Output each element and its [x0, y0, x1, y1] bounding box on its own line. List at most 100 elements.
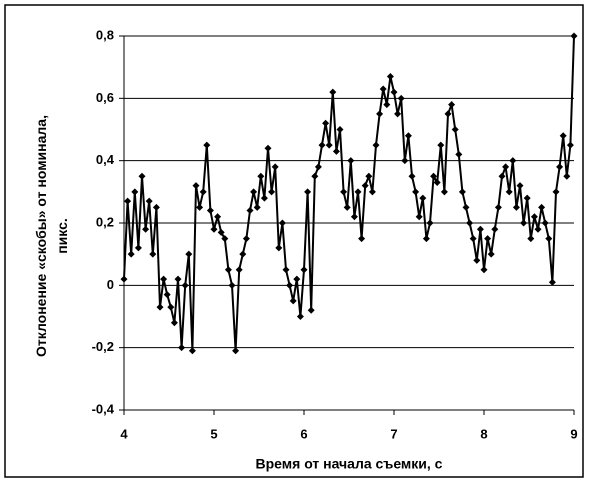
- data-point: [336, 126, 344, 133]
- y-axis-title: Отклонение «скобы» от номинала, пикс.: [33, 115, 70, 357]
- data-point: [530, 213, 538, 221]
- data-point: [358, 235, 366, 243]
- data-point: [293, 275, 301, 283]
- y-tick-label: 0,6: [96, 90, 114, 105]
- data-point: [250, 188, 258, 196]
- x-tick-label: 8: [480, 426, 487, 441]
- data-point: [138, 172, 146, 180]
- data-point: [192, 182, 200, 190]
- data-point: [134, 244, 142, 252]
- data-point: [332, 147, 340, 155]
- data-point: [224, 266, 232, 274]
- data-point: [242, 235, 250, 243]
- data-point: [286, 281, 294, 289]
- data-point: [390, 88, 398, 96]
- data-point: [232, 347, 240, 355]
- data-point: [156, 303, 164, 311]
- data-point: [476, 225, 484, 233]
- data-point: [124, 197, 132, 205]
- data-point: [394, 110, 402, 118]
- data-point: [300, 266, 308, 274]
- data-point: [304, 188, 312, 196]
- data-point: [271, 163, 279, 171]
- x-tick-label: 5: [210, 426, 217, 441]
- x-tick-label: 7: [390, 426, 397, 441]
- data-point: [347, 157, 355, 165]
- data-point: [228, 281, 236, 289]
- data-point: [170, 319, 178, 327]
- data-point: [545, 235, 553, 243]
- y-tick-label: 0,4: [96, 152, 115, 167]
- data-point: [354, 188, 362, 196]
- data-point: [120, 275, 128, 283]
- data-point: [235, 266, 243, 274]
- data-point: [556, 163, 564, 171]
- data-point: [264, 144, 272, 152]
- data-point: [559, 132, 567, 140]
- x-tick-label: 4: [120, 426, 128, 441]
- data-point: [246, 207, 254, 215]
- data-point: [278, 219, 286, 227]
- data-point: [498, 172, 506, 180]
- data-point: [253, 203, 261, 211]
- data-point: [188, 347, 196, 355]
- data-point: [221, 235, 229, 243]
- data-point: [185, 250, 193, 258]
- data-point: [217, 228, 225, 236]
- data-point: [408, 172, 416, 180]
- data-point: [325, 141, 333, 149]
- data-point: [257, 172, 265, 180]
- data-point: [314, 163, 322, 171]
- data-point: [458, 188, 466, 196]
- x-tick-label: 6: [300, 426, 307, 441]
- data-point: [206, 207, 214, 215]
- data-point: [340, 188, 348, 196]
- data-point: [541, 219, 549, 227]
- data-point: [520, 219, 528, 227]
- data-point: [181, 281, 189, 289]
- data-point: [516, 182, 524, 190]
- data-point: [566, 141, 574, 149]
- frame: [4, 4, 584, 478]
- data-point: [199, 188, 207, 196]
- data-point: [440, 188, 448, 196]
- data-point: [178, 344, 186, 352]
- data-point: [268, 188, 276, 196]
- data-point: [142, 225, 150, 233]
- data-point: [437, 141, 445, 149]
- y-tick-label: -0,2: [92, 339, 114, 354]
- data-point: [412, 188, 420, 196]
- data-line: [123, 35, 575, 351]
- data-point: [484, 235, 492, 243]
- data-point: [419, 194, 427, 202]
- data-point: [379, 85, 387, 93]
- data-point: [466, 219, 474, 227]
- data-point: [260, 194, 268, 202]
- data-point: [350, 213, 358, 221]
- data-point: [145, 197, 153, 205]
- data-point: [451, 126, 459, 133]
- data-point: [512, 203, 520, 211]
- data-point: [527, 235, 535, 243]
- data-point: [311, 172, 319, 180]
- data-point: [469, 235, 477, 243]
- data-point: [167, 303, 175, 311]
- data-point: [152, 203, 160, 211]
- data-point: [480, 266, 488, 274]
- data-point: [404, 132, 412, 140]
- data-point: [473, 256, 481, 264]
- data-point: [318, 141, 326, 149]
- data-point: [455, 150, 463, 158]
- data-point: [214, 213, 222, 221]
- data-point: [329, 88, 337, 96]
- y-tick-label: -0,4: [92, 401, 115, 416]
- data-point: [462, 203, 470, 211]
- data-point: [289, 297, 297, 305]
- data-point: [365, 172, 373, 180]
- x-tick-label: 9: [570, 426, 577, 441]
- data-point: [282, 266, 290, 274]
- data-point: [491, 225, 499, 233]
- data-point: [502, 163, 510, 171]
- data-point: [444, 110, 452, 118]
